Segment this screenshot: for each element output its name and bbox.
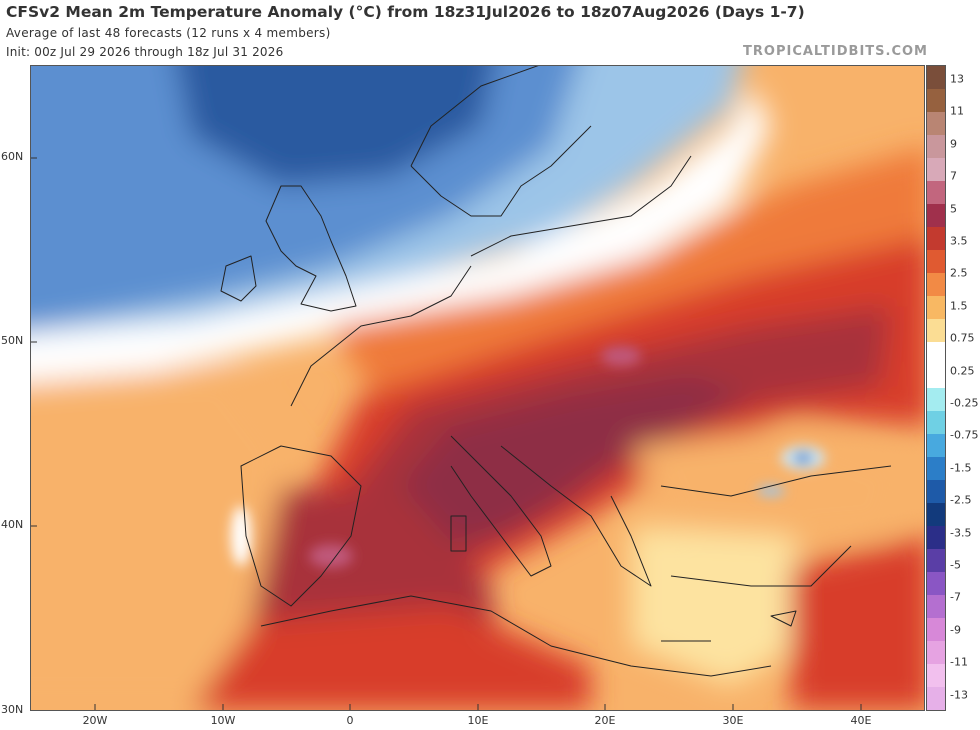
lat-label-30N: 30N (1, 703, 24, 716)
colorbar-segment (927, 135, 945, 158)
africa-coast (260, 595, 772, 677)
colorbar-segment (927, 687, 945, 710)
east-med-warm (631, 526, 831, 686)
colorbar-segment (927, 204, 945, 227)
colorbar-segment (927, 641, 945, 664)
colorbar-label: -13 (950, 688, 968, 702)
mideast-heat (791, 537, 924, 710)
lat-label-40N: 40N (1, 518, 24, 531)
continent-coast (290, 265, 472, 407)
header: CFSv2 Mean 2m Temperature Anomaly (°C) f… (0, 0, 980, 64)
lat-label-60N: 60N (1, 150, 24, 163)
frame-ticks (31, 157, 862, 710)
colorbar-label: -7 (950, 590, 961, 604)
baltic-coast (470, 155, 692, 257)
colorbar-label: 13 (950, 72, 964, 86)
balkan-coast (500, 445, 652, 587)
colorbar-segment (927, 618, 945, 641)
colorbar-label: -2.5 (950, 493, 972, 507)
extreme-core (401, 376, 751, 546)
colorbar-segment (927, 549, 945, 572)
colorbar (926, 65, 946, 711)
colorbar-label: -1.5 (950, 461, 972, 475)
lon-label-20E: 20E (594, 714, 616, 727)
britain-coast (265, 185, 357, 312)
lon-label-30E: 30E (722, 714, 744, 727)
coastlines (220, 66, 892, 677)
lon-label-0: 0 (346, 714, 354, 727)
sahara-heat (181, 606, 591, 710)
cold-core (177, 66, 495, 186)
init-info: Init: 00z Jul 29 2026 through 18z Jul 31… (6, 45, 284, 59)
colorbar-label: 9 (950, 137, 957, 151)
italy-coast (450, 435, 552, 577)
colorbar-segment (927, 480, 945, 503)
colorbar-segment (927, 434, 945, 457)
detail-spots (231, 346, 825, 568)
colorbar-label: 0.75 (950, 331, 975, 345)
lon-label-20W: 20W (82, 714, 108, 727)
colorbar-label: 3.5 (950, 234, 968, 248)
colorbar-segment (927, 319, 945, 342)
colorbar-segment (927, 66, 945, 89)
turkey-coast (660, 465, 892, 587)
colorbar-segment (927, 273, 945, 296)
colorbar-segment (927, 296, 945, 319)
ireland-coast (220, 255, 257, 302)
colorbar-label: -5 (950, 558, 961, 572)
colorbar-segment (927, 250, 945, 273)
colorbar-segment (927, 365, 945, 388)
colorbar-segment (927, 89, 945, 112)
colorbar-segment (927, 342, 945, 365)
colorbar-segment (927, 664, 945, 687)
colorbar-segment (927, 181, 945, 204)
colorbar-label: 0.25 (950, 364, 975, 378)
lon-label-40E: 40E (850, 714, 872, 727)
colorbar-label: 2.5 (950, 266, 968, 280)
cyprus-coast (770, 610, 797, 627)
map-title: CFSv2 Mean 2m Temperature Anomaly (°C) f… (6, 3, 805, 21)
portugal-coast-cool (231, 506, 251, 566)
iberia-coast (240, 445, 362, 607)
colorbar-label: 11 (950, 104, 964, 118)
colorbar-label: 1.5 (950, 299, 968, 313)
scandinavia-coast (410, 66, 592, 217)
colorbar-label: 7 (950, 169, 957, 183)
colorbar-label: -3.5 (950, 526, 972, 540)
cold-spot-2 (757, 486, 785, 496)
colorbar-segment (927, 158, 945, 181)
colorbar-label: -0.25 (950, 396, 979, 410)
cold-spot-center (793, 452, 813, 464)
anomaly-map (30, 65, 925, 711)
colorbar-label: -0.75 (950, 428, 979, 442)
colorbar-segment (927, 503, 945, 526)
hot-spot-east (601, 346, 641, 366)
colorbar-label: -11 (950, 655, 968, 669)
map-svg (31, 66, 924, 710)
colorbar-segment (927, 457, 945, 480)
lat-label-50N: 50N (1, 334, 24, 347)
colorbar-segment (927, 572, 945, 595)
colorbar-segment (927, 526, 945, 549)
colorbar-segment (927, 595, 945, 618)
colorbar-label: 5 (950, 202, 957, 216)
lon-label-10W: 10W (210, 714, 236, 727)
colorbar-segment (927, 388, 945, 411)
colorbar-segment (927, 227, 945, 250)
neutral-band (31, 86, 771, 392)
hot-spot-iberia (309, 544, 353, 568)
colorbar-segment (927, 112, 945, 135)
atlantic-warm (31, 366, 291, 710)
colorbar-segment (927, 411, 945, 434)
map-subtitle: Average of last 48 forecasts (12 runs x … (6, 26, 331, 40)
brand-watermark: TROPICALTIDBITS.COM (743, 44, 928, 59)
sardinia-coast (450, 515, 467, 552)
colorbar-label: -9 (950, 623, 961, 637)
lon-label-10E: 10E (467, 714, 489, 727)
